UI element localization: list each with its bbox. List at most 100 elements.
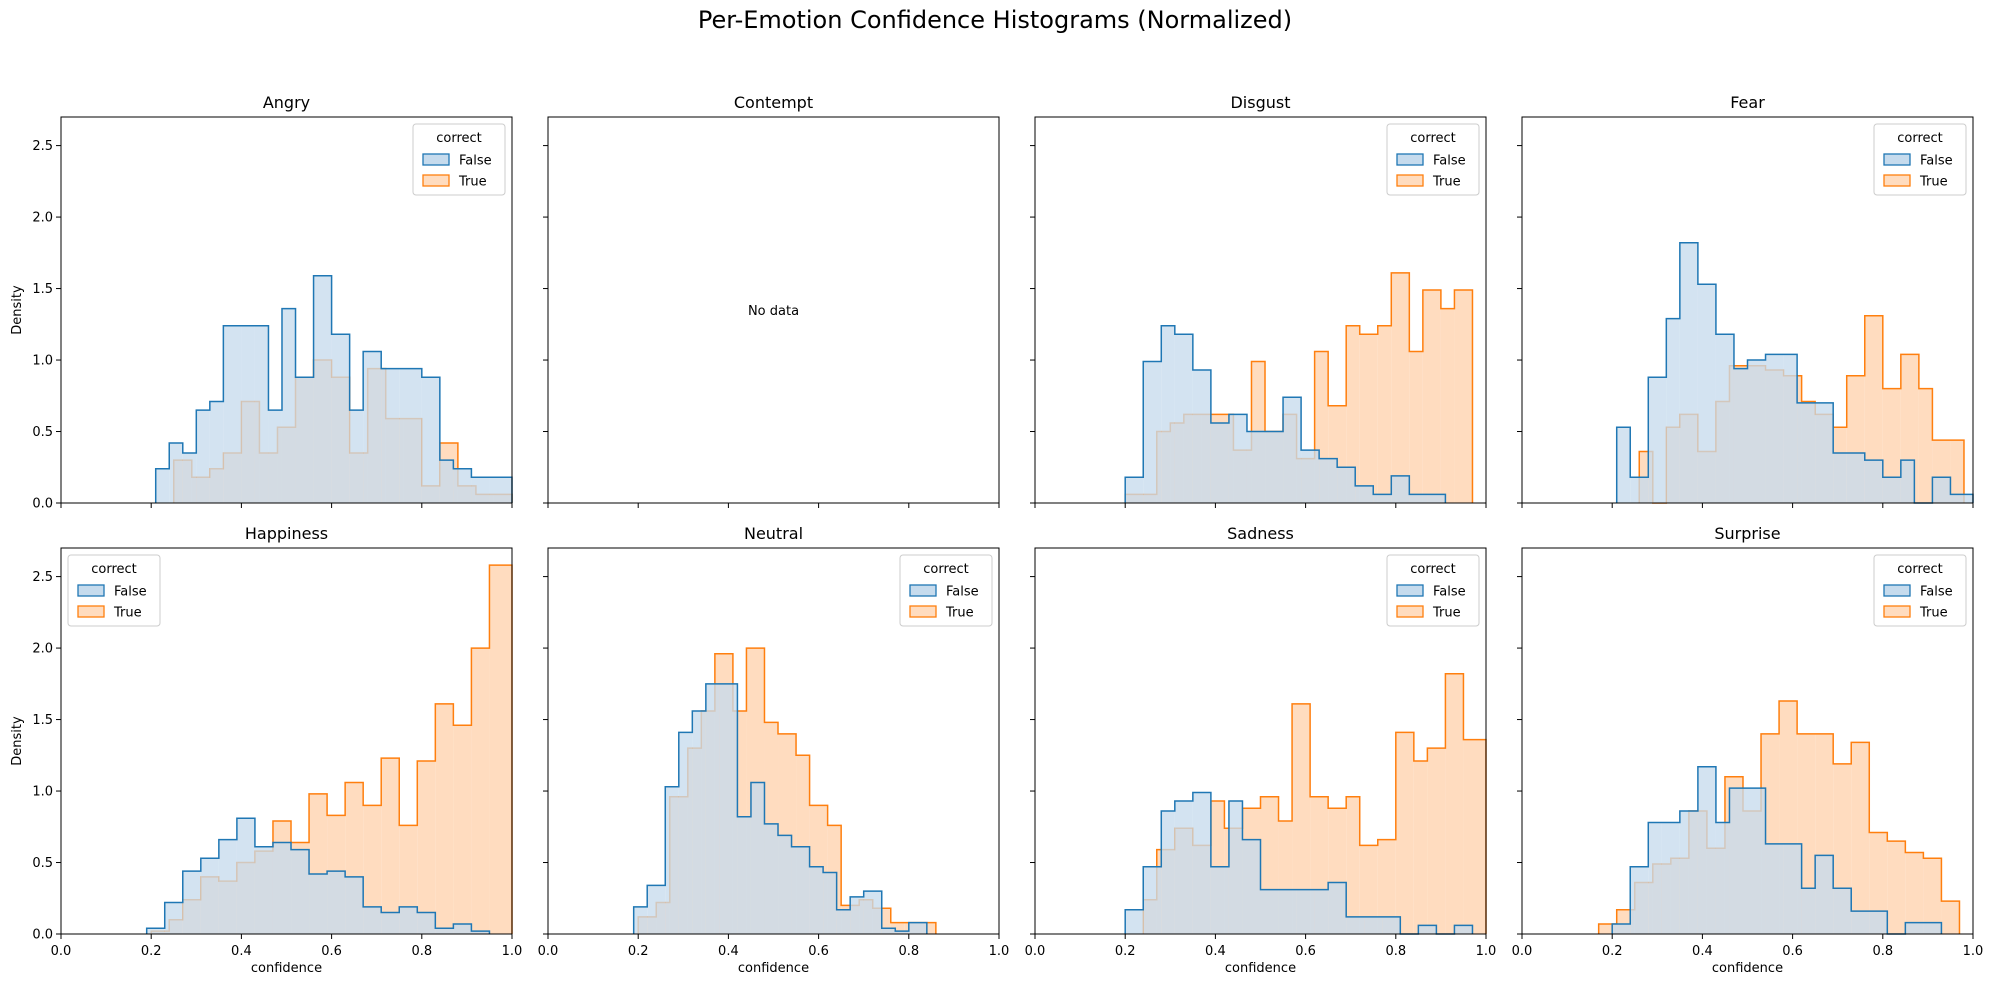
legend-title: correct [436,131,482,146]
histogram-bin [196,410,210,503]
y-axis-label: Density [10,716,25,766]
legend: correct False True [1386,123,1480,196]
x-tick-label: 0.0 [1025,944,1046,959]
histogram-bin [241,325,255,503]
histogram-bin [1715,334,1734,503]
histogram-bin [295,377,314,503]
series-false [1124,791,1474,935]
histogram-bin [647,885,666,934]
series-outline-false [1611,765,1943,935]
x-axis-label: confidence [738,961,809,976]
histogram-bin [809,866,824,934]
y-tick-label: 1.0 [32,354,53,369]
legend-swatch-false [1396,584,1424,597]
histogram-bin [399,368,422,503]
legend-entry-false: False [946,585,979,600]
histogram-bin [678,732,693,934]
x-tick-label: 0.0 [1512,944,1533,959]
histogram-bin [750,782,765,934]
histogram-bin [1413,761,1428,934]
histogram-bin [1846,452,1865,503]
histogram-bin [1427,494,1446,503]
histogram-bin [1882,388,1901,503]
y-tick-label: 2.5 [32,570,53,585]
histogram-bin [922,922,936,934]
y-tick-label: 0.0 [32,497,53,512]
histogram-bin [417,761,436,934]
x-tick-label: 0.8 [1385,944,1406,959]
series-outline-false [632,683,928,934]
axes-frame [1034,116,1487,504]
histogram-bin [1174,334,1193,503]
x-tick-label: 0.4 [231,944,252,959]
histogram-bin [1192,370,1211,503]
histogram-bin [1210,866,1229,934]
histogram-bin [381,912,400,934]
histogram-bin [281,308,296,503]
histogram-bin [489,565,512,934]
legend-swatch-false [909,584,937,597]
histogram-bin [1887,841,1906,934]
x-tick-label: 0.6 [321,944,342,959]
histogram-bin [1905,852,1924,934]
x-axis-label: confidence [251,961,322,976]
legend-swatch-false [1883,153,1911,166]
axes-frame [547,116,1000,504]
histogram-bin [1630,866,1649,934]
histogram-bin [1382,916,1401,934]
histogram-bin [1797,402,1816,503]
histogram-bin [1409,351,1423,503]
histogram-bin [345,876,364,934]
histogram-bin [363,351,382,503]
histogram-bin [1729,788,1748,934]
x-tick-label: 0.4 [718,944,739,959]
histogram-bin [1815,855,1834,934]
histogram-bin [1125,477,1144,503]
histogram-bin [890,922,905,934]
axes-frame [60,547,513,935]
legend-title: correct [1897,131,1943,146]
x-tick-label: 0.0 [538,944,559,959]
histogram-bin [1679,242,1698,503]
histogram-bin [1242,839,1261,934]
panel-surprise: 0.0 0.2 0.4 0.6 0.8 1.0 Surprise confidence corr… [1512,524,1984,976]
legend-entry-true: True [1919,175,1948,190]
histogram-bin [863,891,882,934]
histogram-bin [1869,832,1888,934]
panel-angry: 0.0 0.5 1.0 1.5 2.0 2.5 Angry Density correct Fal… [10,93,513,512]
x-tick-label: 1.0 [1476,944,1497,959]
panels: 0.0 0.5 1.0 1.5 2.0 2.5 Angry Density correct Fal… [10,93,1983,976]
histogram-bin [1125,909,1144,934]
histogram-bin [1851,742,1870,934]
y-tick-label: 1.0 [32,785,53,800]
x-tick-label: 0.2 [628,944,649,959]
histogram-bin [182,452,197,503]
histogram-bin [1314,889,1329,934]
histogram-bin [1648,822,1662,934]
panel-fear: Fear correct False True [1517,93,1974,508]
panel-neutral: 0.0 0.2 0.4 0.6 0.8 1.0 Neutral confidence corre… [538,524,1010,976]
histogram-bin [363,805,382,934]
histogram-bin [1783,354,1798,503]
legend: correct False True [67,554,161,627]
x-tick-label: 1.0 [1963,944,1984,959]
histogram-bin [1765,843,1784,934]
legend-entry-true: True [458,175,487,190]
x-tick-label: 0.8 [1872,944,1893,959]
panel-title: Contempt [734,93,813,112]
histogram-bin [1328,882,1347,934]
histogram-bin [1833,888,1852,934]
histogram-bin [1278,889,1297,934]
histogram-bin [381,368,400,503]
histogram-bin [272,842,292,934]
histogram-bin [1391,272,1410,503]
histogram-bin [1815,402,1834,503]
histogram-bin [331,334,350,503]
histogram-bin [399,906,418,934]
y-axis-label: Density [10,285,25,335]
histogram-bin [349,410,364,503]
histogram-bin [1346,796,1360,934]
legend-entry-false: False [1433,154,1466,169]
legend-swatch-true [1883,174,1911,187]
histogram-bin [453,468,472,503]
